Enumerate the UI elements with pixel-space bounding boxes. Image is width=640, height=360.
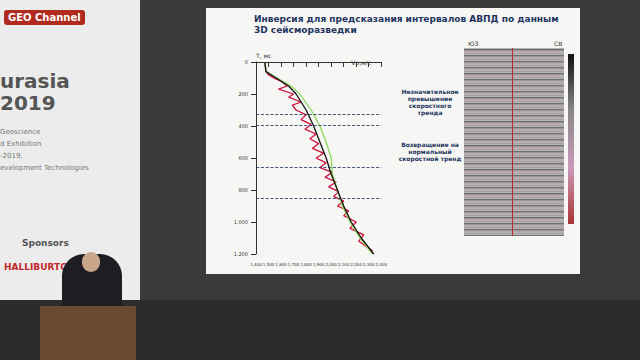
svg-text:2,000: 2,000: [325, 262, 337, 267]
html-text:d Exhibition: d Exhibition: [0, 140, 42, 148]
svg-text:1,500: 1,500: [263, 262, 275, 267]
html-text:-2019,: -2019,: [0, 152, 23, 160]
svg-text:0: 0: [245, 59, 248, 65]
html-text:2019: 2019: [0, 91, 56, 115]
html-text:Geoscience: Geoscience: [0, 128, 41, 136]
svg-text:2,100: 2,100: [338, 262, 350, 267]
svg-text:1,900: 1,900: [313, 262, 325, 267]
svg-text:1,600: 1,600: [275, 262, 287, 267]
html-text:Незначительное превышение скор: Незначительное превышение скоростного тр…: [401, 88, 459, 117]
html-text:HALLIBURTON: HALLIBURTON: [4, 262, 76, 272]
svg-text:800: 800: [238, 187, 248, 193]
svg-text:200: 200: [238, 91, 248, 97]
html-text:Инверсия для предсказания инте: Инверсия для предсказания интервалов АВП…: [254, 14, 559, 35]
svg-text:1,400: 1,400: [250, 262, 262, 267]
html-text:urasia: urasia: [0, 69, 70, 93]
svg-text:1,200: 1,200: [234, 251, 248, 257]
svg-text:T, мс: T, мс: [255, 52, 271, 59]
html-text:evelopment Technologies: evelopment Technologies: [0, 164, 89, 172]
html-text:ЮЗ: ЮЗ: [468, 40, 479, 47]
svg-text:1,000: 1,000: [234, 219, 248, 225]
svg-text:2,300: 2,300: [363, 262, 375, 267]
svg-text:2,400: 2,400: [376, 262, 388, 267]
svg-text:1,700: 1,700: [288, 262, 300, 267]
html-text:Sponsors: Sponsors: [22, 238, 69, 248]
svg-text:600: 600: [238, 155, 248, 161]
html-text:Возвращение на нормальный скор: Возвращение на нормальный скоростной тре…: [398, 141, 462, 163]
svg-text:400: 400: [238, 123, 248, 129]
svg-text:2,200: 2,200: [350, 262, 362, 267]
svg-text:Vp,м/с: Vp,м/с: [351, 58, 371, 66]
svg-text:1,800: 1,800: [300, 262, 312, 267]
html-text:GEO Channel: GEO Channel: [8, 12, 81, 23]
html-text:СВ: СВ: [554, 40, 563, 47]
